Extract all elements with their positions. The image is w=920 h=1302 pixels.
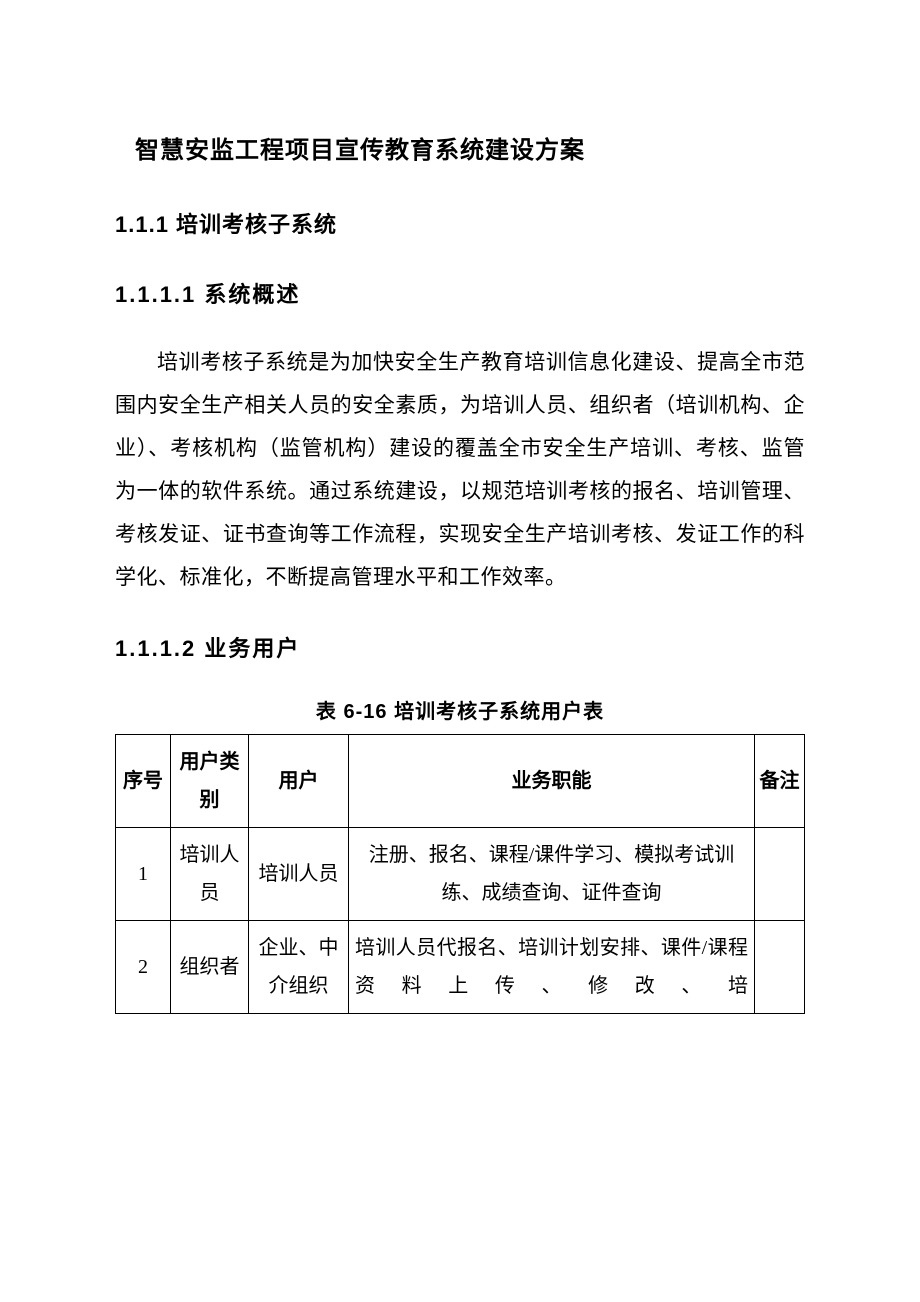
- section-heading-1-1-1: 1.1.1 培训考核子系统: [115, 207, 805, 239]
- cell-category: 组织者: [171, 921, 249, 1014]
- header-note: 备注: [755, 735, 805, 828]
- table-row: 1 培训人员 培训人员 注册、报名、课程/课件学习、模拟考试训练、成绩查询、证件…: [116, 828, 805, 921]
- table-header-row: 序号 用户类别 用户 业务职能 备注: [116, 735, 805, 828]
- table-row: 2 组织者 企业、中介组织 培训人员代报名、培训计划安排、课件/课程资料上传、修…: [116, 921, 805, 1014]
- cell-seq: 1: [116, 828, 171, 921]
- header-category: 用户类别: [171, 735, 249, 828]
- cell-category: 培训人员: [171, 828, 249, 921]
- cell-note: [755, 921, 805, 1014]
- cell-note: [755, 828, 805, 921]
- cell-user: 培训人员: [249, 828, 349, 921]
- header-user: 用户: [249, 735, 349, 828]
- cell-function: 注册、报名、课程/课件学习、模拟考试训练、成绩查询、证件查询: [349, 828, 755, 921]
- section-heading-1-1-1-1: 1.1.1.1 系统概述: [115, 277, 805, 309]
- header-function: 业务职能: [349, 735, 755, 828]
- document-title: 智慧安监工程项目宣传教育系统建设方案: [115, 130, 805, 165]
- cell-seq: 2: [116, 921, 171, 1014]
- cell-user: 企业、中介组织: [249, 921, 349, 1014]
- user-table: 序号 用户类别 用户 业务职能 备注 1 培训人员 培训人员 注册、报名、课程/…: [115, 734, 805, 1014]
- table-caption: 表 6-16 培训考核子系统用户表: [115, 695, 805, 724]
- header-seq: 序号: [116, 735, 171, 828]
- paragraph-overview: 培训考核子系统是为加快安全生产教育培训信息化建设、提高全市范围内安全生产相关人员…: [115, 341, 805, 599]
- section-heading-1-1-1-2: 1.1.1.2 业务用户: [115, 631, 805, 663]
- cell-function: 培训人员代报名、培训计划安排、课件/课程资料上传、修改、培: [349, 921, 755, 1014]
